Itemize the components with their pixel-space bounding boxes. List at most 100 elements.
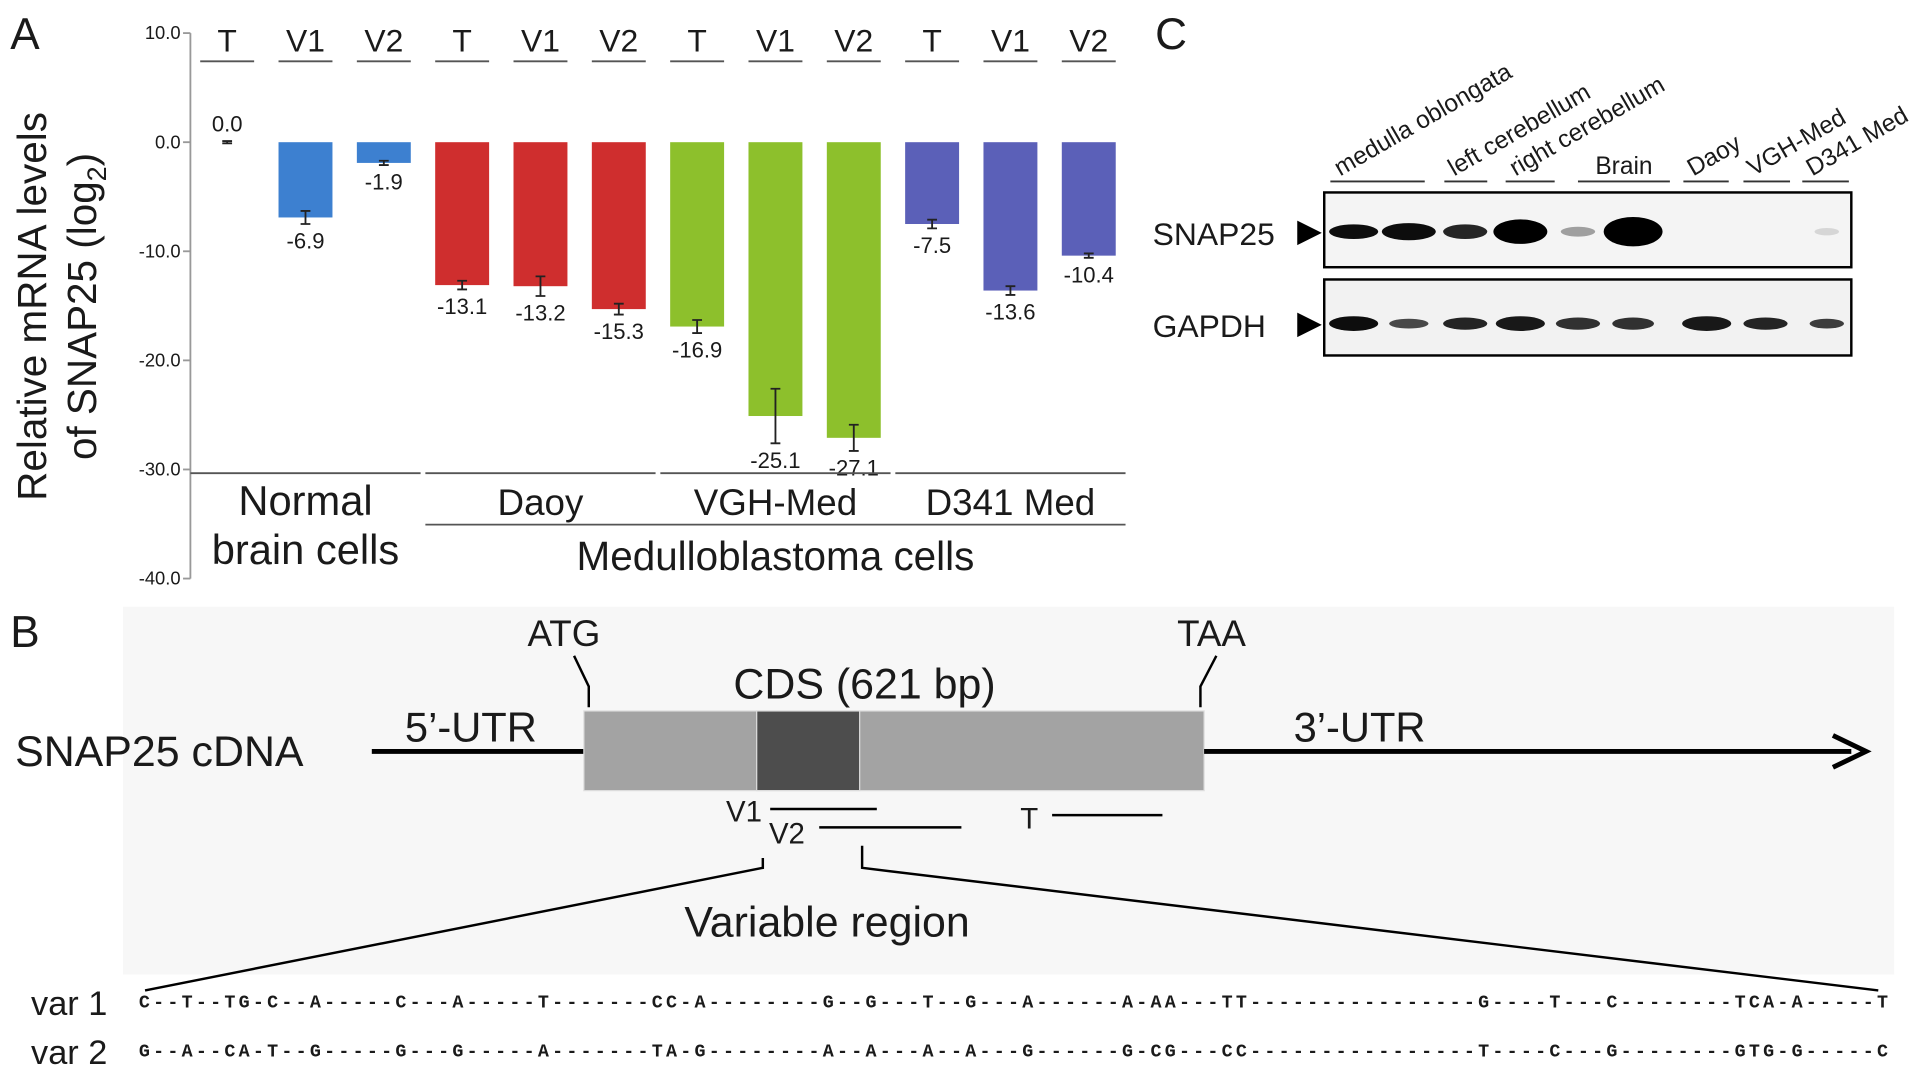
band (1682, 316, 1732, 331)
bar (591, 142, 646, 310)
variable-box (756, 710, 861, 792)
start-pointer (572, 655, 590, 708)
group-label: Normal (238, 477, 372, 524)
category-label: V2 (1069, 22, 1108, 58)
row-label: SNAP25 (1153, 216, 1275, 252)
value-label: -25.1 (750, 448, 800, 473)
band (1389, 318, 1429, 329)
bar (513, 142, 568, 287)
cdna-diagram: SNAP25 cDNA 5’-UTR 3’-UTR ATG TAA CDS (6… (15, 613, 1888, 1072)
error-bar (300, 209, 311, 225)
start-codon: ATG (527, 613, 600, 654)
band (1809, 318, 1844, 329)
error-bar (927, 218, 938, 230)
value-label: -27.1 (829, 455, 879, 480)
category-label: T (922, 22, 941, 58)
error-bar (770, 387, 781, 445)
cds-label: CDS (621 bp) (733, 661, 995, 709)
band (1329, 316, 1379, 331)
y-axis-label-part: of SNAP25 (log (59, 181, 105, 460)
bar (435, 142, 490, 286)
band (1493, 219, 1548, 244)
band (1443, 317, 1488, 330)
band (1612, 317, 1654, 330)
y-tick-label: -40.0 (139, 568, 181, 589)
bar (278, 142, 333, 218)
y-tick-label: -20.0 (139, 350, 181, 371)
probe-label: V2 (769, 817, 805, 850)
zoom-line (860, 845, 1879, 992)
value-label: 0.0 (212, 111, 243, 136)
y-axis-label-part: ) (59, 153, 105, 166)
bar (1061, 142, 1116, 256)
value-label: -7.5 (913, 233, 951, 258)
value-label: -1.9 (365, 170, 403, 195)
lane-label: Daoy (1683, 129, 1747, 181)
category-label: V1 (521, 22, 560, 58)
category-label: V1 (991, 22, 1030, 58)
variant-name: var 2 (31, 1034, 107, 1072)
error-bar (457, 279, 468, 291)
value-label: -13.2 (515, 301, 565, 326)
category-label: V2 (834, 22, 873, 58)
value-label: -10.4 (1064, 262, 1114, 287)
region-label: Variable region (684, 898, 969, 946)
bar (356, 142, 411, 163)
variant-sequence: G--A--CA-T--G-----G---G-----A-------TA-G… (139, 1042, 1888, 1063)
category-label: V2 (364, 22, 403, 58)
stop-pointer (1199, 655, 1218, 708)
band (1814, 227, 1840, 236)
panel-label: C (1155, 10, 1187, 59)
probe-label: V1 (726, 795, 762, 828)
band (1495, 316, 1545, 331)
panel-label: B (10, 608, 39, 657)
variant-name: var 1 (31, 985, 107, 1023)
y-tick-label: 10.0 (145, 22, 181, 43)
value-label: -13.6 (985, 299, 1035, 324)
blot-membrane (1323, 278, 1853, 357)
utr5-label: 5’-UTR (405, 704, 537, 751)
error-bar (613, 302, 624, 316)
variant-sequence: C--T--TG-C--A-----C---A-----T-------CC-A… (139, 993, 1888, 1014)
category-label: V2 (599, 22, 638, 58)
cds-box (583, 710, 1205, 792)
y-tick-label: -10.0 (139, 240, 181, 261)
category-label: T (687, 22, 706, 58)
bar (826, 142, 881, 438)
bar (905, 142, 960, 225)
stop-codon: TAA (1177, 613, 1246, 654)
group-label: Daoy (498, 482, 584, 523)
supergroup-label: Medulloblastoma cells (577, 533, 975, 579)
y-axis-label-subscript: 2 (82, 166, 112, 181)
error-bar (222, 140, 233, 145)
row-arrow (1297, 312, 1322, 338)
probe-label: T (1020, 803, 1038, 836)
category-label: V1 (286, 22, 325, 58)
y-axis-label: of SNAP25 (log2) (59, 153, 112, 460)
value-label: -6.9 (286, 229, 324, 254)
band (1329, 224, 1379, 240)
zoom-line (144, 858, 765, 992)
band (1603, 216, 1663, 247)
y-tick-label: -30.0 (139, 459, 181, 480)
value-label: -15.3 (594, 319, 644, 344)
error-bar (535, 275, 546, 297)
category-label: T (217, 22, 236, 58)
arrowhead (1831, 733, 1872, 770)
error-bar (1083, 252, 1094, 259)
group-label: VGH-Med (694, 482, 857, 523)
error-bar (692, 319, 703, 335)
y-tick-label: 0.0 (155, 131, 181, 152)
group-label: brain cells (212, 526, 400, 573)
error-bar (1005, 285, 1016, 296)
band (1560, 226, 1596, 237)
bar (983, 142, 1038, 291)
utr3-label: 3’-UTR (1294, 704, 1426, 751)
panel-label: A (10, 10, 40, 59)
y-axis-label: Relative mRNA levels (9, 112, 55, 501)
category-label: T (452, 22, 471, 58)
cdna-name: SNAP25 cDNA (15, 728, 304, 776)
